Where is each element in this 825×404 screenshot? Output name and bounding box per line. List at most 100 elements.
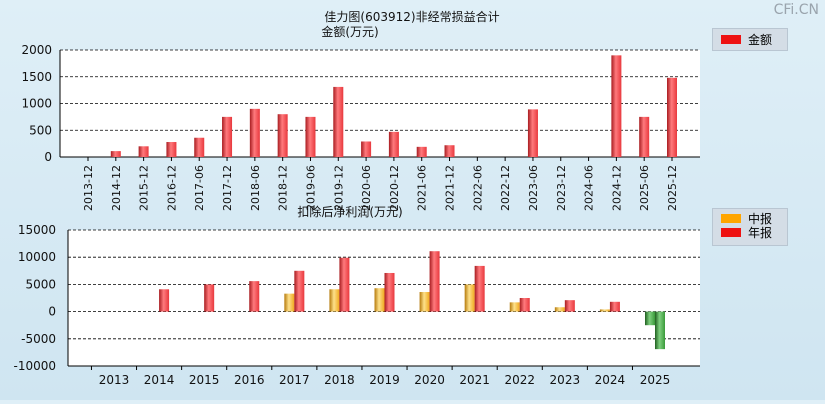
page-title: 佳力图(603912)非经常损益合计 (324, 9, 499, 24)
legend-item-interim: 中报 (713, 211, 787, 226)
top-bar (333, 86, 344, 157)
bottom-y-tick-label: -5000 (21, 332, 56, 346)
top-bar (222, 116, 233, 157)
top-bar (527, 109, 538, 157)
top-x-tick-label: 2013-12 (82, 165, 95, 211)
top-x-tick-label: 2015-12 (138, 165, 151, 211)
top-x-tick-label: 2018-06 (249, 165, 262, 211)
legend-label-annual: 年报 (748, 225, 773, 240)
bottom-bar-annual (294, 270, 305, 312)
bottom-bar-interim (509, 302, 520, 312)
top-x-tick-label: 2022-12 (499, 165, 512, 211)
top-x-tick-label: 2020-12 (388, 165, 401, 211)
bottom-bar-interim (599, 309, 610, 312)
bottom-y-tick-label: 5000 (25, 277, 56, 291)
bottom-bar-interim (419, 292, 430, 312)
legend-swatch-annual (721, 227, 741, 237)
legend-swatch-amount (721, 35, 741, 44)
top-x-tick-label: 2021-06 (416, 165, 429, 211)
top-y-tick-label: 500 (29, 123, 52, 137)
bottom-bar-annual (339, 257, 350, 312)
top-y-tick-label: 1000 (21, 97, 52, 111)
top-x-tick-label: 2023-06 (527, 165, 540, 211)
top-x-tick-label: 2024-06 (583, 165, 596, 211)
bottom-x-tick-label: 2015 (189, 373, 220, 387)
top-bar (138, 146, 149, 157)
bottom-bar-interim (284, 293, 295, 312)
top-bar (361, 141, 372, 157)
top-x-tick-label: 2021-12 (444, 165, 457, 211)
top-bar (388, 131, 399, 157)
bottom-x-tick-label: 2020 (414, 373, 445, 387)
top-bar (166, 142, 177, 157)
bottom-bar-interim (645, 311, 655, 326)
bottom-x-tick-label: 2025 (640, 373, 671, 387)
top-bar (611, 55, 622, 157)
legend-label-interim: 中报 (748, 211, 773, 226)
top-x-tick-label: 2014-12 (110, 165, 123, 211)
legend-item-annual: 年报 (713, 225, 787, 240)
top-x-tick-label: 2018-12 (277, 165, 290, 211)
top-x-tick-label: 2017-12 (221, 165, 234, 211)
top-chart: 0 500 1000 1500 2000 2013-12 2014-12 2015-12 201… (21, 43, 700, 211)
bottom-x-tick-label: 2018 (324, 373, 355, 387)
bottom-x-tick-label: 2017 (279, 373, 310, 387)
bottom-bar-annual (564, 300, 575, 312)
top-bar (249, 108, 260, 157)
top-legend: 金额 (712, 28, 788, 51)
bottom-bar-interim (554, 307, 565, 312)
bottom-y-tick-label: 0 (48, 305, 56, 319)
top-y-tick-label: 0 (44, 150, 52, 164)
top-x-tick-label: 2020-06 (360, 165, 373, 211)
legend-swatch-interim (721, 213, 741, 223)
top-x-tick-label: 2025-12 (666, 165, 679, 211)
bottom-bar-annual (159, 289, 170, 312)
top-bar (444, 145, 455, 157)
legend-item-amount: 金额 (713, 29, 787, 50)
top-bar (667, 77, 677, 157)
bottom-x-tick-label: 2022 (504, 373, 535, 387)
bottom-legend: 中报 年报 (712, 208, 788, 246)
watermark: CFi.CN (773, 2, 819, 18)
top-chart-title: 金额(万元) (321, 24, 378, 39)
top-x-tick-label: 2019-12 (332, 165, 345, 211)
bottom-x-tick-label: 2019 (369, 373, 400, 387)
top-bar (277, 114, 288, 157)
top-x-tick-label: 2023-12 (555, 165, 568, 211)
top-bar (305, 116, 316, 157)
legend-label-amount: 金额 (748, 33, 773, 47)
top-bar (639, 116, 650, 157)
bottom-bar-annual (249, 281, 260, 312)
top-x-tick-label: 2017-06 (193, 165, 206, 211)
bottom-x-tick-label: 2014 (144, 373, 175, 387)
bottom-bar-interim (464, 284, 475, 312)
bottom-bar-annual (384, 272, 395, 312)
top-x-tick-label: 2022-06 (471, 165, 484, 211)
bottom-y-tick-label: 10000 (18, 250, 56, 264)
top-x-tick-label: 2019-06 (304, 165, 317, 211)
top-y-tick-label: 2000 (21, 43, 52, 57)
bottom-x-tick-label: 2023 (550, 373, 581, 387)
bottom-bar-interim (374, 288, 385, 312)
bottom-x-tick-label: 2024 (595, 373, 626, 387)
bottom-bar-annual (474, 265, 485, 312)
bottom-x-tick-label: 2013 (99, 373, 130, 387)
bottom-bar-annual (204, 284, 215, 312)
top-x-tick-label: 2016-12 (165, 165, 178, 211)
top-bar (110, 151, 121, 157)
top-x-tick-label: 2024-12 (610, 165, 623, 211)
bottom-bar-annual (429, 251, 440, 312)
top-x-tick-label: 2025-06 (638, 165, 651, 211)
bottom-bar-interim (329, 289, 340, 312)
bottom-y-tick-label: 15000 (18, 223, 56, 237)
bottom-x-tick-label: 2016 (234, 373, 265, 387)
bottom-chart-title: 扣除后净利润(万元) (297, 204, 402, 219)
bottom-bar-annual (655, 311, 665, 350)
top-bar (416, 146, 427, 157)
bottom-x-tick-label: 2021 (459, 373, 490, 387)
bottom-y-tick-label: -10000 (13, 359, 56, 373)
bottom-chart: -10000 -5000 0 5000 10000 15000 2013 2014 2015 20… (13, 223, 700, 387)
top-y-tick-label: 1500 (21, 70, 52, 84)
